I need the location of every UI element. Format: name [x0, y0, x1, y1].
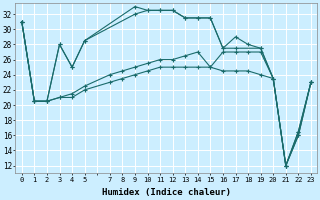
X-axis label: Humidex (Indice chaleur): Humidex (Indice chaleur)	[102, 188, 231, 197]
